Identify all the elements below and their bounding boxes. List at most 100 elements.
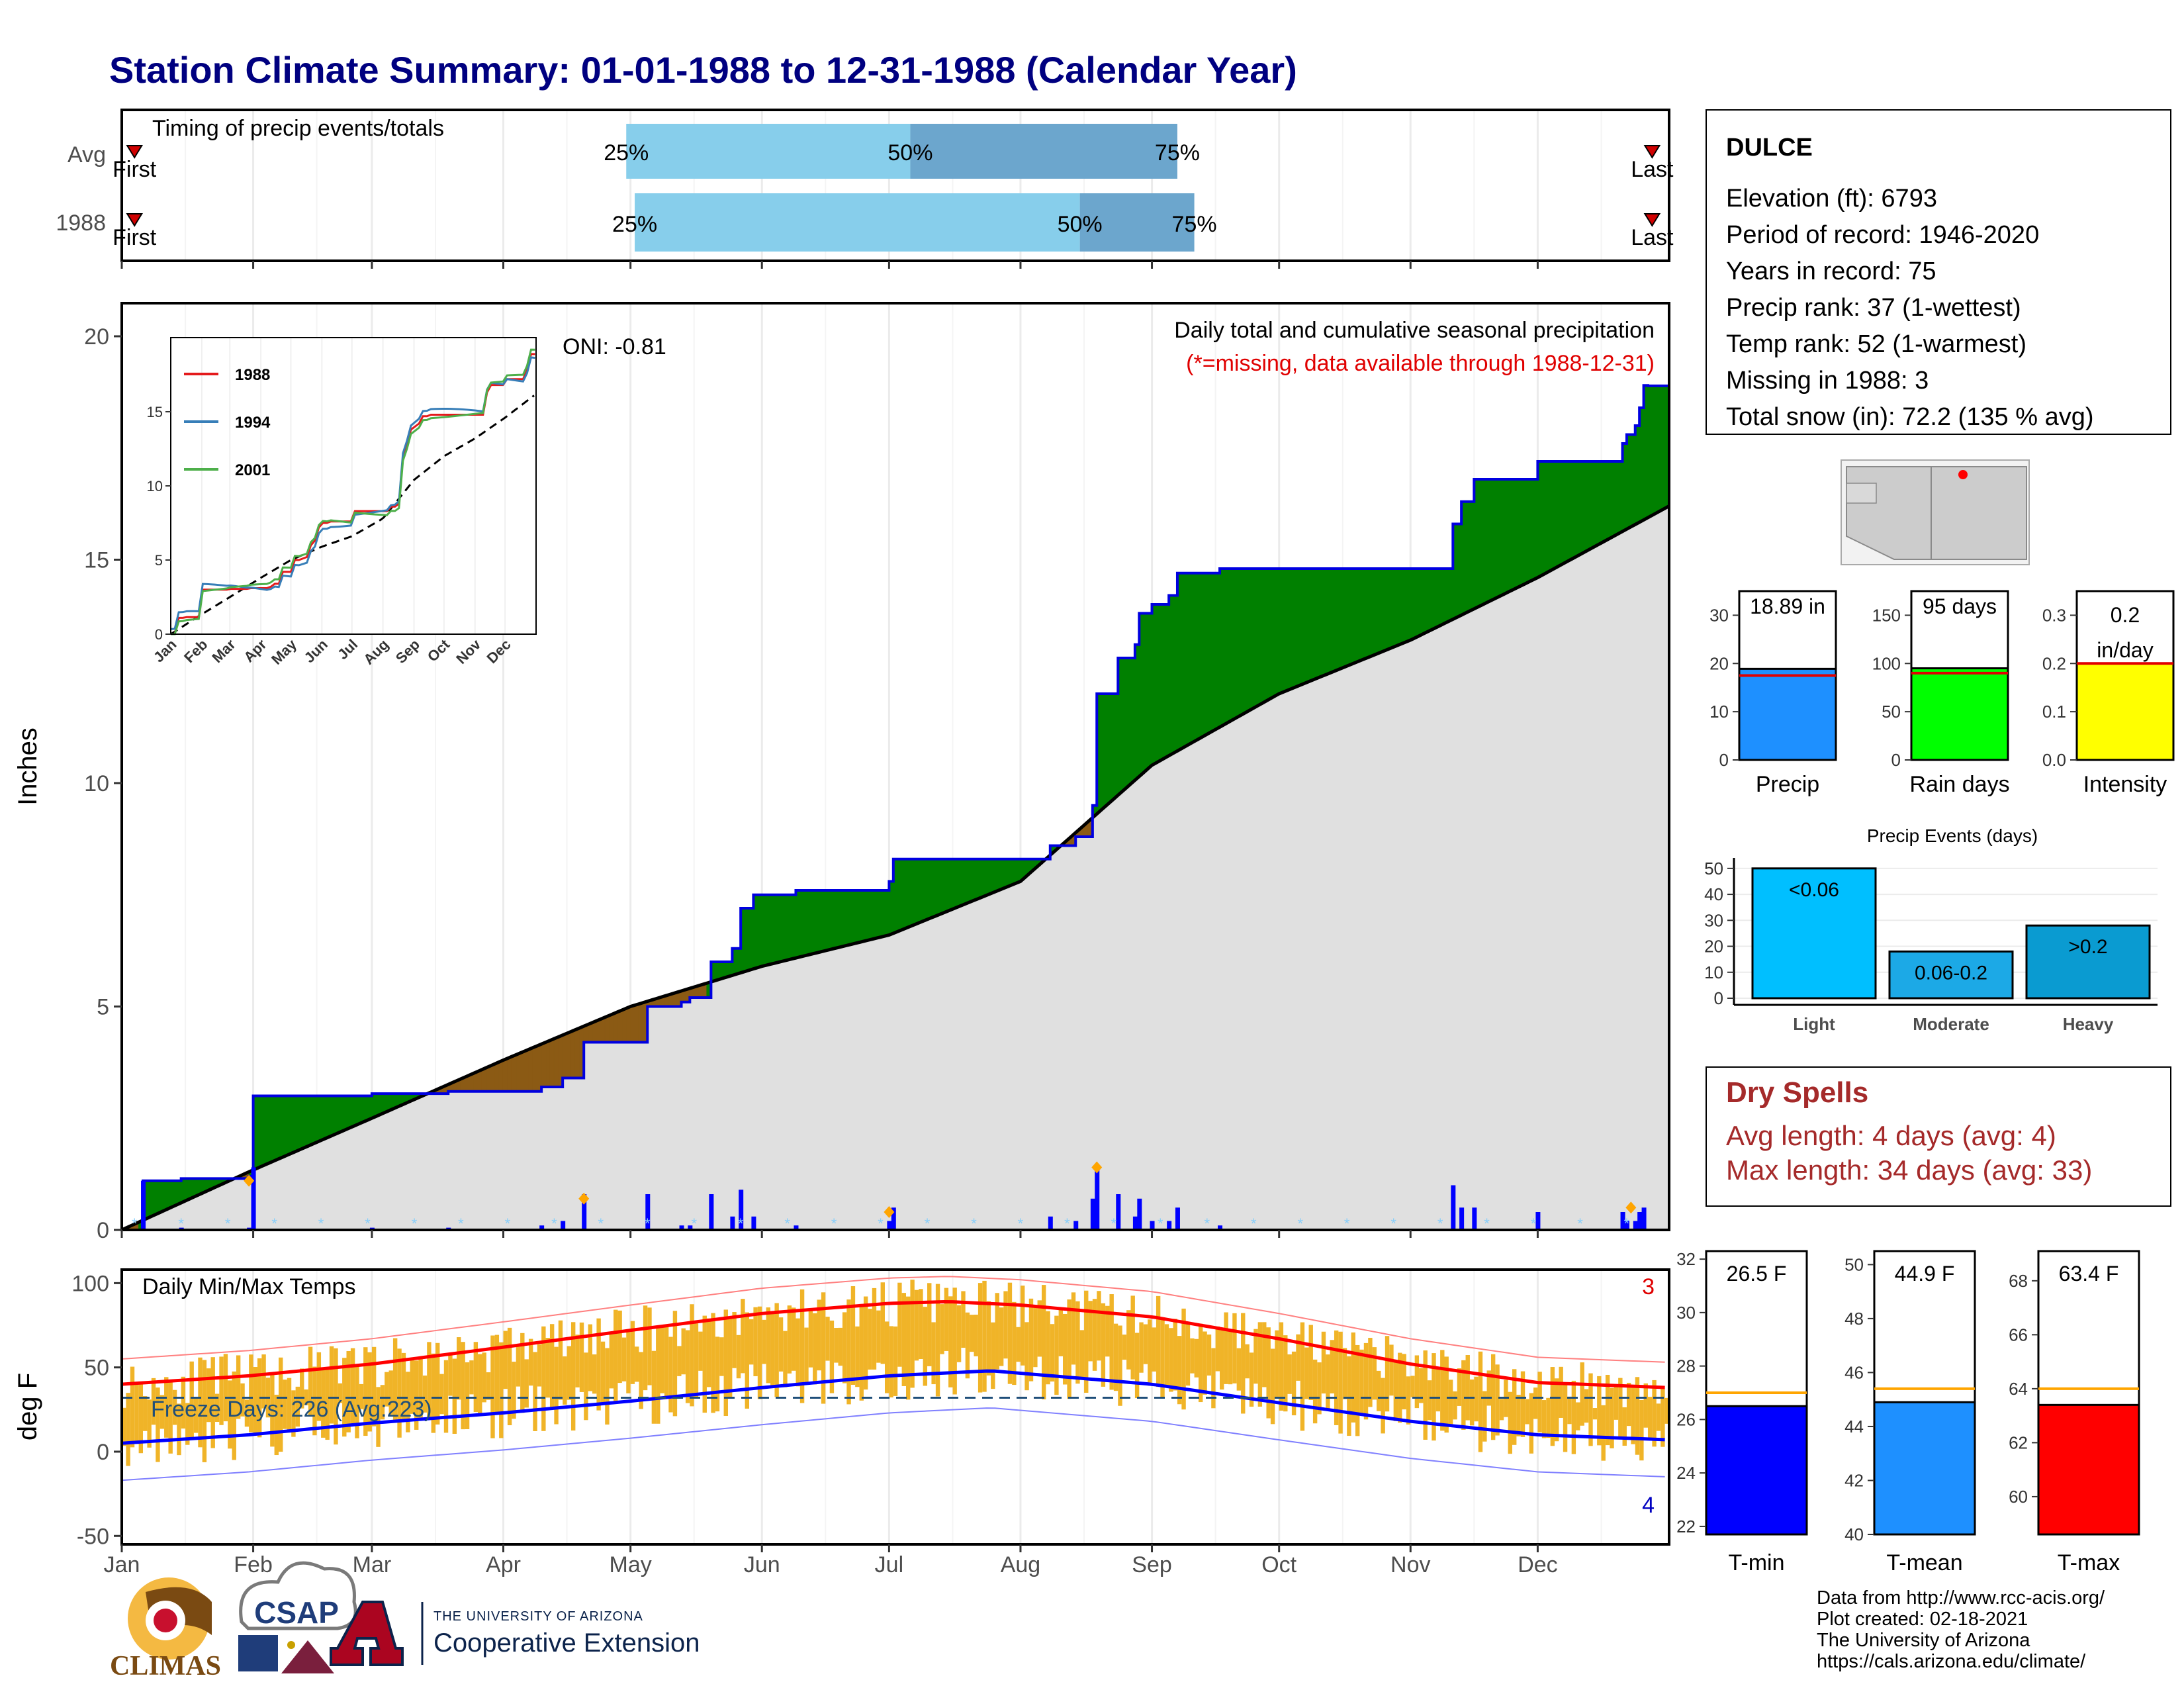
daily-temp-range-bar bbox=[342, 1358, 347, 1437]
departure-fill-segment bbox=[1359, 568, 1365, 662]
month-label-jul: Jul bbox=[875, 1552, 903, 1577]
summary-value-label: 95 days bbox=[1923, 594, 1997, 618]
trace-marker: * bbox=[412, 1215, 418, 1232]
departure-fill-segment bbox=[736, 948, 741, 975]
daily-temp-range-bar bbox=[792, 1307, 796, 1371]
departure-fill-segment bbox=[884, 890, 889, 937]
summary-tick-label: 0.1 bbox=[2042, 702, 2066, 722]
daily-temp-range-bar bbox=[1257, 1322, 1263, 1407]
trace-marker: * bbox=[784, 1215, 790, 1232]
temp-summary-tick-label: 50 bbox=[1844, 1254, 1864, 1274]
departure-fill-segment bbox=[1388, 568, 1394, 649]
departure-fill-segment bbox=[1173, 595, 1178, 754]
departure-fill-segment bbox=[931, 859, 936, 919]
departure-fill-segment bbox=[1414, 568, 1420, 639]
daily-temp-range-bar bbox=[549, 1324, 555, 1409]
daily-temp-range-bar bbox=[1508, 1391, 1512, 1454]
daily-temp-range-bar bbox=[1626, 1382, 1631, 1427]
temp-summary-value-label: 44.9 F bbox=[1895, 1262, 1955, 1286]
daily-temp-range-bar bbox=[1079, 1330, 1085, 1379]
daily-temp-range-bar bbox=[300, 1368, 304, 1409]
departure-fill-segment bbox=[1541, 461, 1547, 576]
daily-precip-bar bbox=[1167, 1221, 1172, 1230]
departure-fill-segment bbox=[1503, 479, 1509, 595]
month-label-jan: Jan bbox=[104, 1552, 140, 1577]
average-min-line bbox=[121, 1369, 1665, 1445]
events-tick-label: 20 bbox=[1704, 937, 1723, 957]
trace-marker: * bbox=[831, 1215, 837, 1232]
departure-fill-segment bbox=[520, 1051, 525, 1092]
temp-summary-bar-t-max bbox=[2037, 1403, 2140, 1536]
daily-precip-bar bbox=[141, 1180, 146, 1230]
trace-marker: * bbox=[1018, 1215, 1024, 1232]
departure-fill-segment bbox=[1478, 479, 1483, 608]
location-map bbox=[1841, 459, 2030, 565]
daily-temp-range-bar bbox=[1406, 1376, 1411, 1425]
daily-temp-range-bar bbox=[1003, 1291, 1008, 1359]
timing-pct-label: 75% bbox=[1172, 212, 1217, 237]
daily-temp-range-bar bbox=[1656, 1403, 1661, 1431]
departure-fill-segment bbox=[948, 859, 953, 912]
departure-fill-segment bbox=[1287, 568, 1293, 691]
departure-fill-segment bbox=[1219, 568, 1224, 728]
trace-marker: * bbox=[1297, 1215, 1303, 1232]
temp-summary-bars: 22 24 26 28 30 32 26.5 F T-min 40 42 44 46 48 50 44.9 … bbox=[1676, 1249, 2140, 1575]
trace-marker: * bbox=[178, 1215, 184, 1232]
daily-temp-range-bar bbox=[431, 1353, 435, 1433]
departure-fill-segment bbox=[481, 1067, 487, 1092]
daily-temp-range-bar bbox=[859, 1303, 864, 1401]
daily-precip-bar bbox=[1624, 1221, 1629, 1230]
daily-temp-range-bar bbox=[1610, 1387, 1614, 1448]
departure-fill-segment bbox=[1571, 461, 1576, 560]
first-event-label: First bbox=[113, 157, 157, 182]
event-category-label: Moderate bbox=[1913, 1014, 1989, 1034]
daily-temp-range-bar bbox=[1109, 1294, 1114, 1390]
daily-temp-range-bar bbox=[982, 1280, 987, 1392]
daily-precip-bar bbox=[251, 1167, 256, 1230]
daily-temp-range-bar bbox=[304, 1389, 308, 1405]
daily-precip-bar bbox=[1451, 1185, 1456, 1230]
daily-temp-range-bar bbox=[156, 1387, 160, 1462]
departure-fill-segment bbox=[956, 859, 962, 908]
departure-fill-segment bbox=[1177, 573, 1182, 752]
temp-summary-tick-label: 42 bbox=[1844, 1470, 1864, 1490]
daily-temp-range-bar bbox=[672, 1311, 678, 1417]
departure-fill-segment bbox=[795, 890, 801, 959]
departure-fill-segment bbox=[1109, 693, 1115, 804]
departure-fill-segment bbox=[1240, 568, 1246, 716]
summary-bar-rain-days bbox=[1910, 667, 2009, 761]
daily-temp-range-bar bbox=[1088, 1301, 1093, 1362]
departure-fill-segment bbox=[299, 1096, 304, 1150]
daily-temp-range-bar bbox=[664, 1325, 669, 1399]
departure-fill-segment bbox=[269, 1096, 275, 1164]
month-axis: Jan Feb Mar Apr May Jun Jul Aug Sep Oct Nov Dec bbox=[104, 261, 1558, 1577]
trace-marker: * bbox=[1344, 1215, 1350, 1232]
daily-temp-range-bar bbox=[1173, 1319, 1177, 1391]
daily-temp-range-bar bbox=[808, 1310, 813, 1368]
daily-temp-range-bar bbox=[855, 1326, 860, 1387]
departure-fill-segment bbox=[1422, 568, 1428, 635]
daily-precip-bar bbox=[730, 1216, 735, 1230]
departure-fill-segment bbox=[774, 894, 780, 964]
temp-summary-tick-label: 28 bbox=[1676, 1356, 1696, 1376]
departure-fill-segment bbox=[1113, 693, 1118, 800]
departure-fill-segment bbox=[863, 890, 868, 942]
daily-temp-range-bar bbox=[770, 1313, 775, 1387]
daily-temp-range-bar bbox=[520, 1333, 525, 1413]
summary-bars: 0 10 20 30 18.89 in Precip 0 50 100 150 95 days Rai… bbox=[1709, 590, 2175, 797]
first-event-marker bbox=[126, 145, 143, 159]
departure-fill-segment bbox=[821, 890, 826, 953]
departure-fill-segment bbox=[1321, 568, 1326, 677]
daily-temp-range-bar bbox=[210, 1357, 215, 1448]
daily-temp-range-bar bbox=[1249, 1352, 1254, 1407]
trace-marker: * bbox=[458, 1215, 464, 1232]
departure-fill-segment bbox=[1367, 568, 1373, 658]
daily-temp-range-bar bbox=[698, 1331, 703, 1371]
departure-fill-segment bbox=[833, 890, 839, 949]
daily-temp-range-bar bbox=[584, 1352, 588, 1421]
departure-fill-segment bbox=[1160, 604, 1165, 761]
departure-fill-segment bbox=[1397, 568, 1402, 646]
departure-fill-segment bbox=[312, 1096, 318, 1145]
departure-fill-segment bbox=[923, 859, 928, 922]
departure-fill-segment bbox=[1283, 568, 1289, 693]
